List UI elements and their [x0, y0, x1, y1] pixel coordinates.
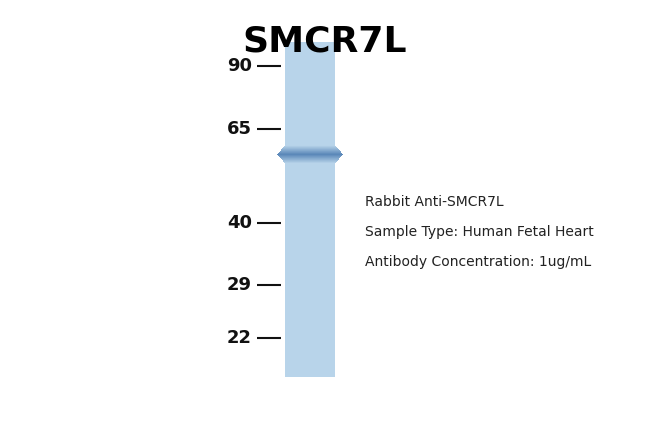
Text: 40: 40 — [227, 214, 252, 232]
Text: Sample Type: Human Fetal Heart: Sample Type: Human Fetal Heart — [365, 225, 593, 239]
Bar — [285, 42, 335, 377]
Text: Antibody Concentration: 1ug/mL: Antibody Concentration: 1ug/mL — [365, 255, 592, 269]
Text: 29: 29 — [227, 276, 252, 294]
Text: SMCR7L: SMCR7L — [242, 24, 408, 58]
Text: Rabbit Anti-SMCR7L: Rabbit Anti-SMCR7L — [365, 195, 504, 209]
Text: 90: 90 — [227, 57, 252, 75]
Text: 65: 65 — [227, 120, 252, 138]
Text: 22: 22 — [227, 329, 252, 347]
